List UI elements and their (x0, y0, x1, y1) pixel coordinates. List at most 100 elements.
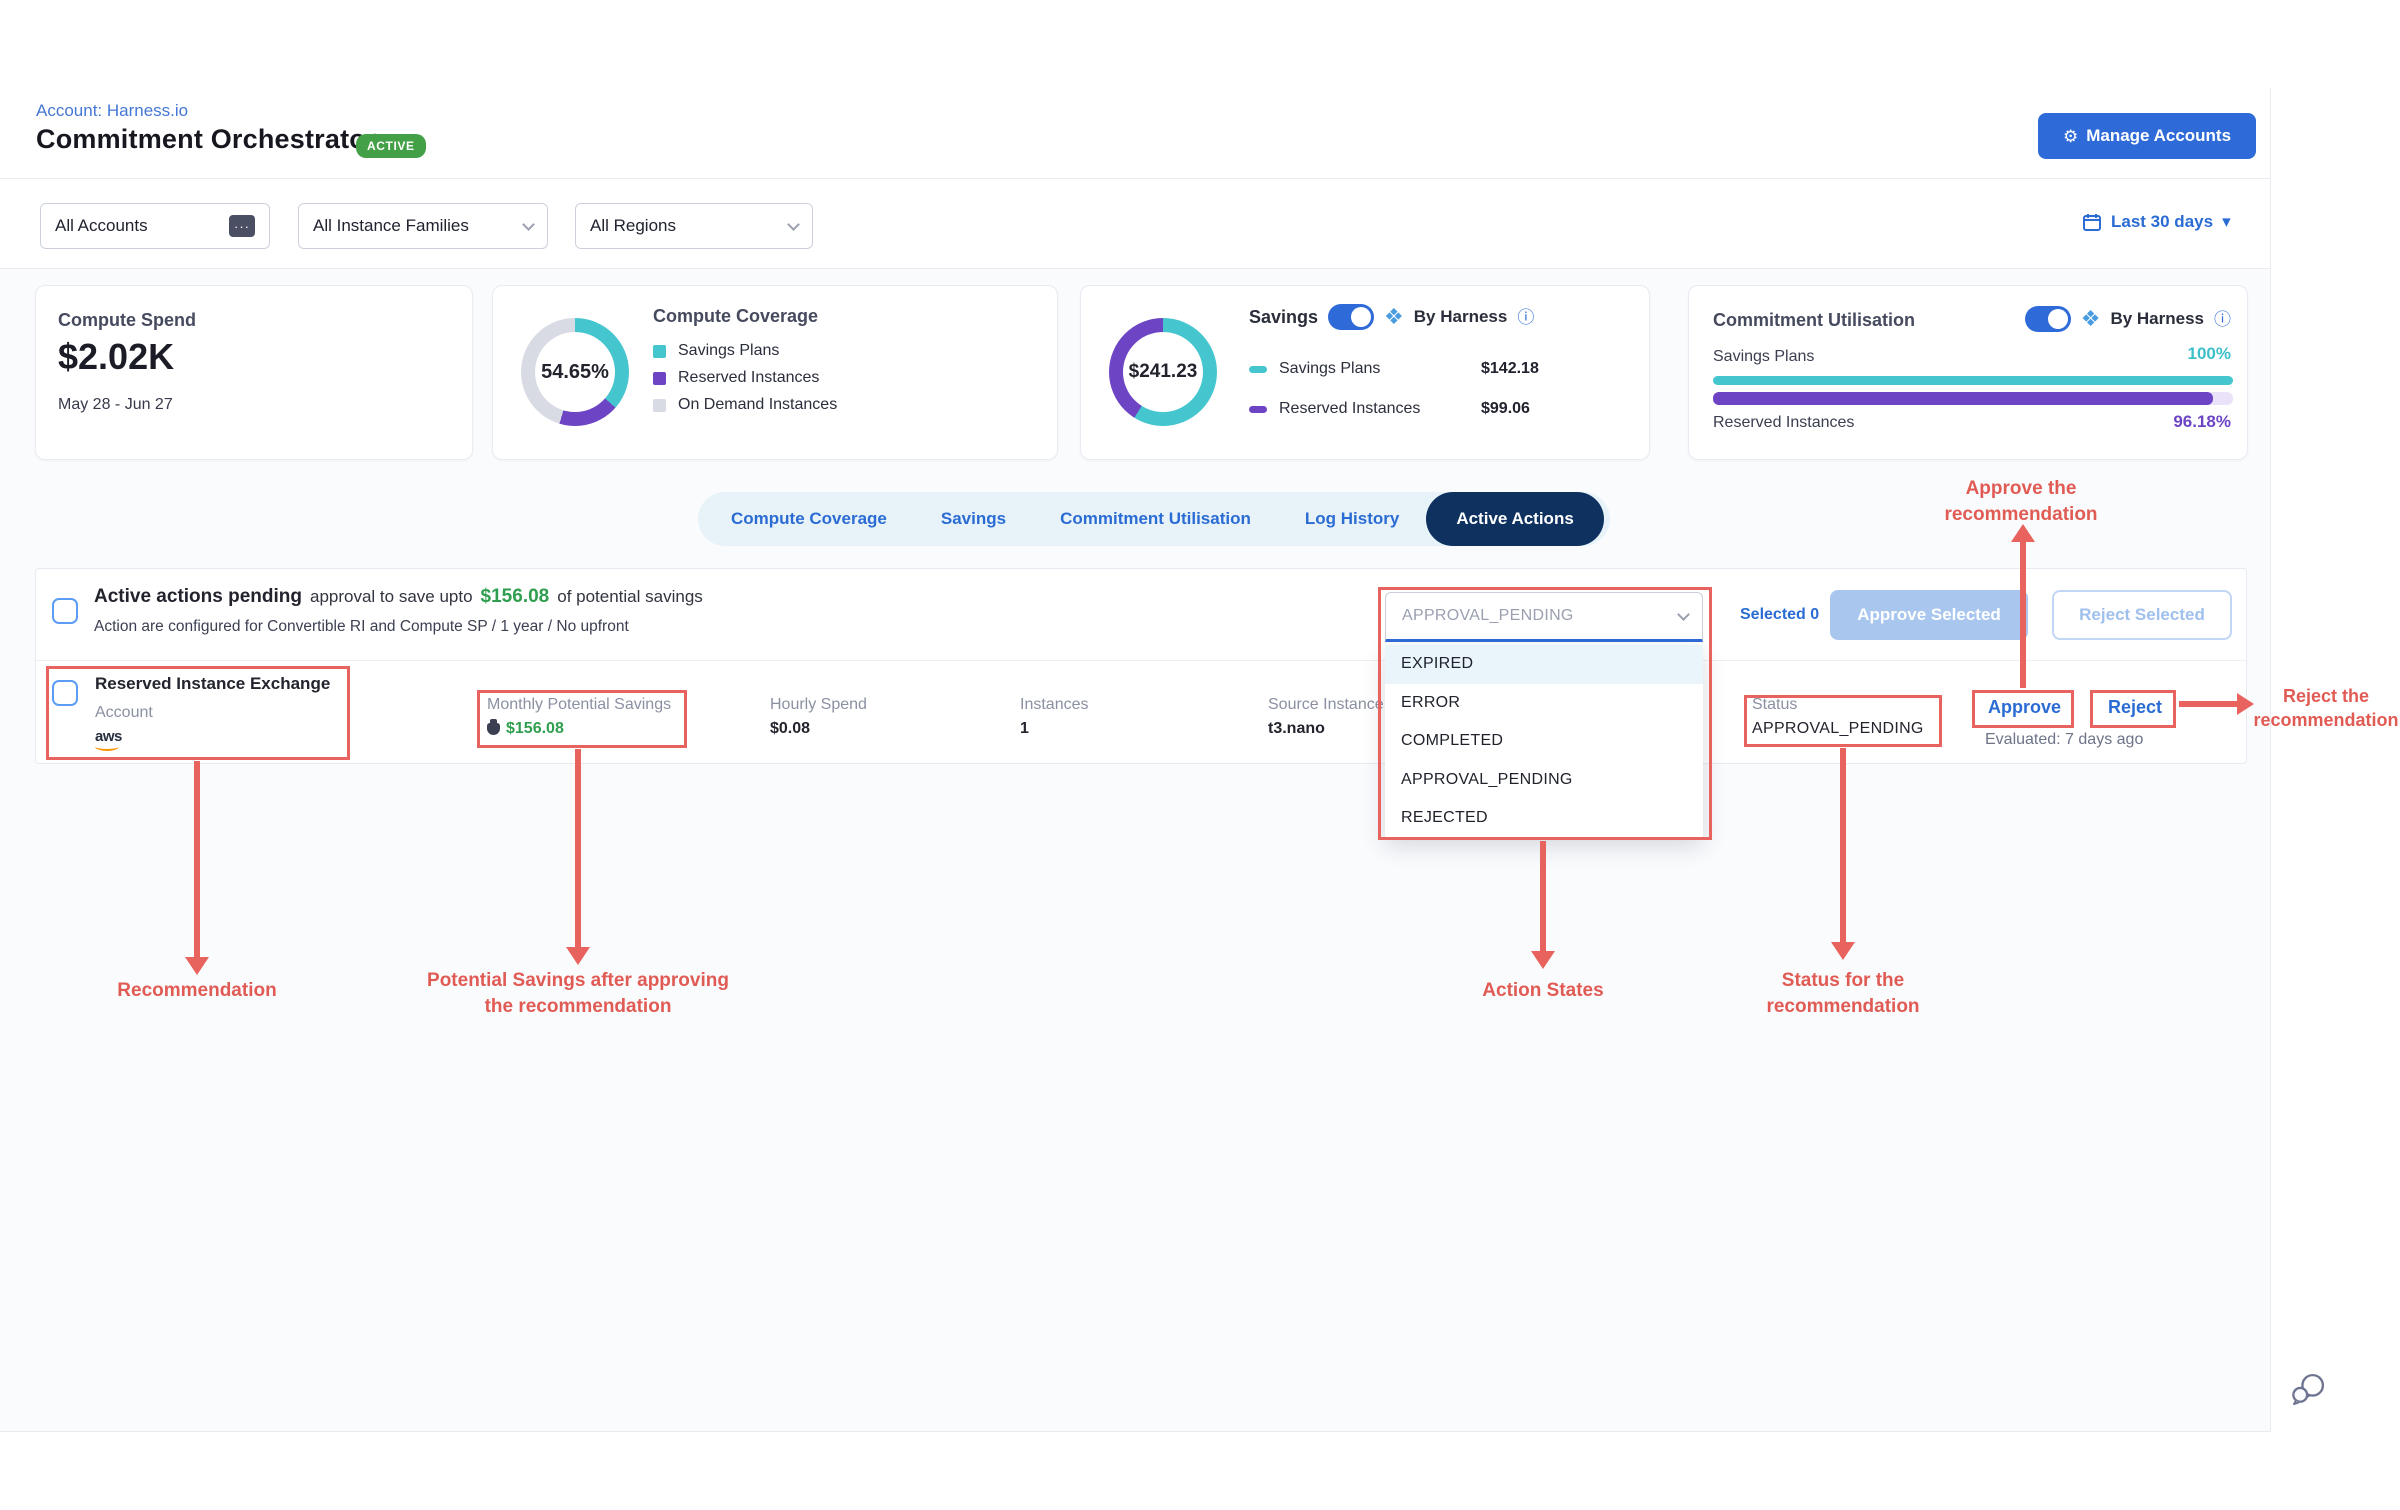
action-states-arrow-head (1531, 951, 1555, 969)
approve-button[interactable]: Approve (1988, 697, 2062, 717)
annotation-potential-savings: Potential Savings after approving the re… (427, 970, 729, 1017)
savings-donut: $241.23 (1109, 318, 1217, 426)
purple-swatch-icon (653, 371, 666, 385)
heading-tail: of potential savings (557, 587, 703, 606)
savings-legend-row: Reserved Instances $99.06 (1249, 400, 1530, 418)
compute-spend-value: $2.02K (58, 336, 175, 377)
savings-by-harness-toggle[interactable] (1328, 304, 1375, 330)
tab-savings[interactable]: Savings (940, 509, 1007, 528)
chevron-down-icon (522, 217, 535, 231)
menu-option-error[interactable]: ERROR (1401, 693, 1461, 711)
menu-option-approval-pending[interactable]: APPROVAL_PENDING (1401, 770, 1573, 788)
regions-value: All Regions (590, 216, 676, 235)
legend-value: $99.06 (1481, 400, 1530, 417)
chat-bubble-icon[interactable] (2290, 1372, 2328, 1411)
instances-label: Instances (1020, 696, 1089, 713)
accounts-filter[interactable]: All Accounts ··· (40, 203, 270, 249)
selected-count: Selected 0 (1740, 606, 1820, 623)
evaluated-timestamp: Evaluated: 7 days ago (1985, 731, 2144, 748)
annotation-approve: Approve the recommendation (1944, 478, 2098, 525)
filter-divider (0, 268, 2270, 269)
tab-log-history[interactable]: Log History (1304, 509, 1400, 528)
date-range-filter[interactable]: Last 30 days ▾ (2082, 212, 2231, 232)
reject-button[interactable]: Reject (2108, 697, 2163, 717)
select-all-checkbox[interactable] (52, 598, 78, 624)
tab-compute-coverage[interactable]: Compute Coverage (731, 509, 887, 528)
annotation-reject: Reject the recommendation (2253, 686, 2399, 731)
action-state-menu: EXPIRED ERROR COMPLETED APPROVAL_PENDING… (1385, 645, 1703, 838)
savings-title: Savings (1249, 306, 1319, 327)
approve-selected-button[interactable]: Approve Selected (1830, 590, 2028, 640)
compute-coverage-donut: 54.65% (521, 318, 629, 426)
tab-active-actions[interactable]: Active Actions (1426, 492, 1604, 546)
instances-value: 1 (1020, 720, 1029, 737)
regions-filter[interactable]: All Regions (575, 203, 813, 249)
source-instance-label: Source Instance (1268, 696, 1384, 713)
aws-logo-icon: aws (95, 728, 122, 751)
action-state-value: APPROVAL_PENDING (1402, 607, 1574, 624)
hourly-spend-value: $0.08 (770, 720, 811, 737)
approve-arrow-line (2020, 540, 2026, 688)
tab-commitment-utilisation[interactable]: Commitment Utilisation (1060, 509, 1251, 528)
right-divider (2270, 88, 2271, 1432)
recommendation-name: Reserved Instance Exchange (95, 674, 331, 693)
source-instance-value: t3.nano (1268, 720, 1325, 737)
compute-spend-period: May 28 - Jun 27 (58, 396, 173, 413)
account-breadcrumb[interactable]: Account: Harness.io (36, 101, 189, 120)
status-arrow-head (1831, 942, 1855, 960)
legend-value: $142.18 (1481, 360, 1539, 377)
view-tabs: Compute Coverage Savings Commitment Util… (698, 492, 1610, 546)
savings-plans-bar (1713, 376, 2233, 385)
menu-option-rejected[interactable]: REJECTED (1401, 809, 1488, 827)
monthly-potential-savings-value: $156.08 (506, 720, 564, 737)
menu-option-expired[interactable]: EXPIRED (1385, 645, 1703, 684)
status-arrow-line (1840, 748, 1846, 944)
active-actions-subtitle: Action are configured for Convertible RI… (94, 618, 629, 635)
legend-label: Savings Plans (678, 342, 780, 359)
bottom-divider (0, 1431, 2270, 1432)
annotation-action-states: Action States (1482, 980, 1604, 1001)
legend-label: Reserved Instances (1279, 400, 1421, 417)
account-label: Account (95, 704, 153, 721)
purple-dash-icon (1249, 405, 1267, 413)
legend-label: Savings Plans (1279, 360, 1381, 377)
accounts-more-icon: ··· (229, 215, 255, 237)
active-actions-heading: Active actions pending approval to save … (94, 586, 703, 608)
annotation-recommendation: Recommendation (117, 980, 277, 1001)
savings-card: $241.23 Savings ❖ By Harness ⓘ Savings P… (1080, 285, 1650, 460)
savings-legend-row: Savings Plans $142.18 (1249, 360, 1539, 378)
status-label: Status (1752, 696, 1798, 713)
gray-swatch-icon (653, 398, 666, 412)
main-background (0, 268, 2270, 1432)
status-badge: ACTIVE (356, 134, 426, 158)
info-icon[interactable]: ⓘ (1517, 307, 1535, 327)
util-row-label: Savings Plans (1713, 348, 1815, 365)
reserved-instances-bar (1713, 392, 2214, 405)
money-bag-icon (487, 719, 500, 735)
legend-item: Savings Plans (653, 342, 837, 360)
harness-diamond-icon: ❖ (2080, 306, 2101, 331)
instance-families-filter[interactable]: All Instance Families (298, 203, 548, 249)
hourly-spend-label: Hourly Spend (770, 696, 867, 713)
heading-bold: Active actions pending (94, 586, 302, 607)
reject-selected-button[interactable]: Reject Selected (2052, 590, 2232, 640)
status-value: APPROVAL_PENDING (1752, 720, 1924, 737)
row-checkbox[interactable] (52, 680, 78, 706)
manage-accounts-button[interactable]: ⚙ Manage Accounts (2038, 113, 2256, 159)
util-row-value: 96.18% (2173, 412, 2231, 431)
util-row-value: 100% (2187, 344, 2231, 363)
legend-item: Reserved Instances (653, 369, 837, 387)
info-icon[interactable]: ⓘ (2214, 309, 2231, 329)
util-row-label: Reserved Instances (1713, 414, 1855, 431)
action-state-select[interactable]: APPROVAL_PENDING (1385, 592, 1703, 642)
chevron-down-icon (1677, 607, 1690, 621)
accounts-filter-value: All Accounts (55, 216, 148, 235)
savings-arrow-line (575, 749, 581, 949)
teal-dash-icon (1249, 365, 1267, 373)
gear-icon: ⚙ (2062, 126, 2079, 146)
utilisation-by-harness-toggle[interactable] (2024, 306, 2071, 332)
commitment-utilisation-card: Commitment Utilisation ❖ By Harness ⓘ Sa… (1688, 285, 2248, 460)
monthly-potential-savings-label: Monthly Potential Savings (487, 696, 672, 713)
menu-option-completed[interactable]: COMPLETED (1401, 732, 1504, 750)
